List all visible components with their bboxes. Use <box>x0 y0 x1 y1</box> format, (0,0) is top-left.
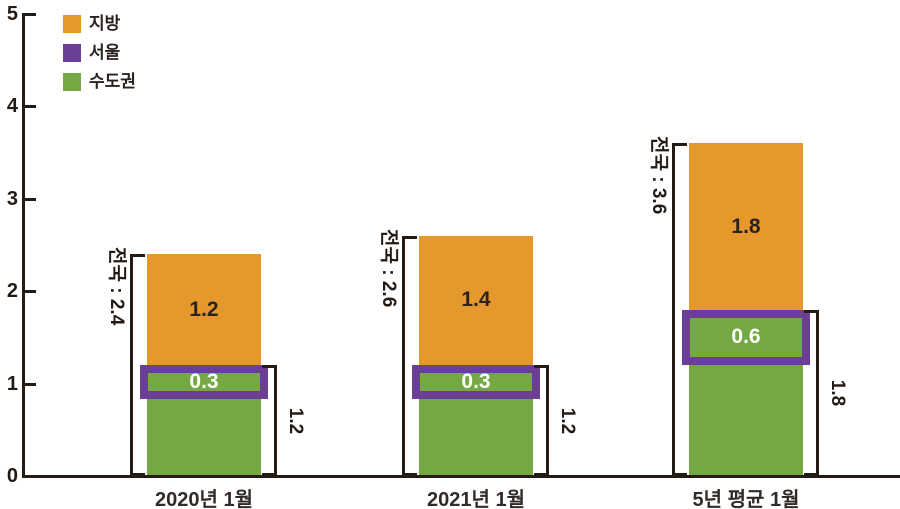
y-tick-label: 5 <box>6 3 18 25</box>
jibang-bar-segment <box>147 254 261 366</box>
x-axis <box>22 475 900 478</box>
sudogwon-bar-segment <box>419 365 533 475</box>
subtotal-bracket-top-cap <box>804 309 819 313</box>
total-bracket-bottom-cap <box>672 473 687 476</box>
total-annotation: 전국 : 2.4 <box>106 247 127 326</box>
subtotal-bracket-top-cap <box>534 365 549 369</box>
total-bracket-top-cap <box>130 254 145 258</box>
y-axis <box>22 13 25 478</box>
jibang-value-label: 1.2 <box>189 297 219 321</box>
y-tick-label: 2 <box>6 280 18 303</box>
seoul-value-label: 0.6 <box>731 325 761 349</box>
sudogwon-bar-segment <box>147 365 261 475</box>
y-tick-label: 3 <box>6 187 18 210</box>
legend-label-seoul: 서울 <box>89 43 121 62</box>
legend-label-sudogwon: 수도권 <box>89 72 136 91</box>
y-tick-label: 0 <box>6 465 18 487</box>
y-tick <box>25 105 36 109</box>
total-bracket-line <box>672 143 675 476</box>
legend-item-sudogwon: 수도권 <box>63 73 136 91</box>
subtotal-bracket-line <box>816 309 819 476</box>
jibang-bar-segment <box>419 235 533 366</box>
legend-item-seoul: 서울 <box>63 44 136 62</box>
total-annotation: 전국 : 3.6 <box>648 136 669 215</box>
y-tick <box>25 197 36 201</box>
seoul-outline-frame <box>412 365 540 400</box>
y-tick <box>25 290 36 294</box>
y-tick-label: 1 <box>6 372 18 395</box>
jibang-value-label: 1.8 <box>731 214 761 238</box>
subtotal-annotation: 1.2 <box>285 407 306 434</box>
category-label: 5년 평균 1월 <box>692 489 800 509</box>
total-bracket-top-cap <box>402 235 417 239</box>
seoul-outline-frame <box>682 309 810 366</box>
seoul-value-label: 0.3 <box>189 370 219 394</box>
subtotal-bracket-bottom-cap <box>262 473 277 476</box>
subtotal-bracket-bottom-cap <box>804 473 819 476</box>
y-tick-label: 4 <box>6 95 18 118</box>
jibang-color-swatch <box>63 15 81 33</box>
total-bracket-bottom-cap <box>130 473 145 476</box>
total-bracket-bottom-cap <box>402 473 417 476</box>
subtotal-annotation: 1.8 <box>827 379 848 407</box>
sudogwon-bar-segment <box>689 309 803 475</box>
total-bracket-line <box>130 254 133 476</box>
y-tick <box>25 382 36 386</box>
subtotal-bracket-top-cap <box>262 365 277 369</box>
y-tick <box>25 13 36 16</box>
total-bracket-top-cap <box>672 143 687 147</box>
subtotal-bracket-line <box>274 365 277 476</box>
jibang-bar-segment <box>689 143 803 310</box>
category-label: 2021년 1월 <box>427 489 525 509</box>
seoul-value-label: 0.3 <box>461 370 491 394</box>
subtotal-bracket-line <box>546 365 549 476</box>
jibang-value-label: 1.4 <box>461 288 491 312</box>
seoul-outline-frame <box>140 365 268 400</box>
subtotal-annotation: 1.2 <box>557 407 578 434</box>
legend-label-jibang: 지방 <box>89 14 121 33</box>
subtotal-bracket-bottom-cap <box>534 473 549 476</box>
total-bracket-line <box>402 235 405 476</box>
legend: 지방 서울 수도권 <box>63 15 136 102</box>
sudogwon-color-swatch <box>63 73 81 91</box>
total-annotation: 전국 : 2.6 <box>378 228 399 308</box>
category-label: 2020년 1월 <box>155 489 253 509</box>
seoul-color-swatch <box>63 44 81 62</box>
legend-item-jibang: 지방 <box>63 15 136 33</box>
